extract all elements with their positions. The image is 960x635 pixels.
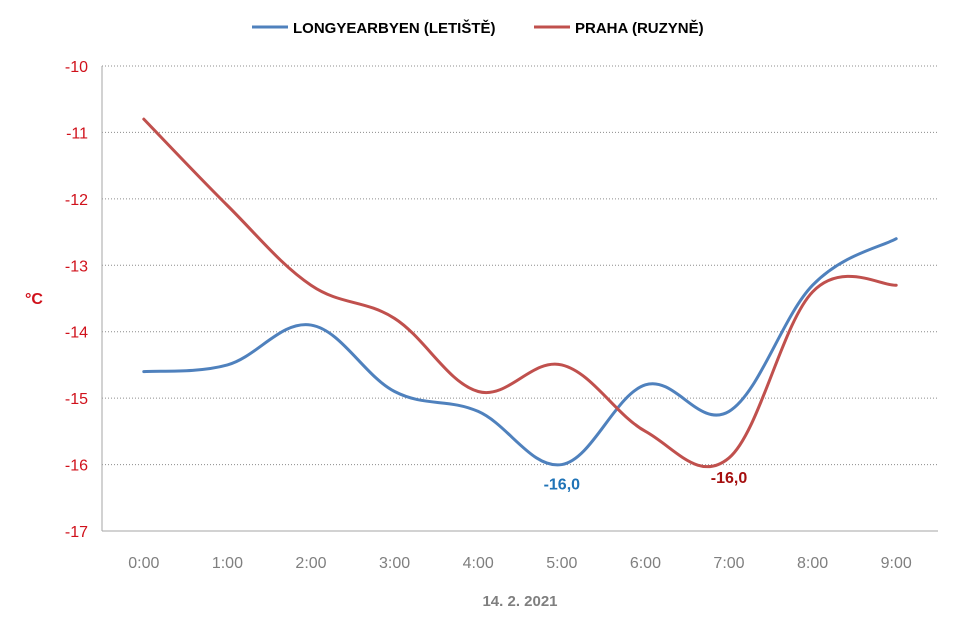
x-tick-label: 2:00: [295, 555, 326, 572]
y-tick-label: -17: [65, 524, 88, 541]
y-tick-label: -16: [65, 458, 88, 475]
legend-label: PRAHA (RUZYNĚ): [575, 19, 704, 37]
x-tick-label: 4:00: [463, 555, 494, 572]
legend: LONGYEARBYEN (LETIŠTĚ) PRAHA (RUZYNĚ): [252, 19, 704, 37]
y-axis-label: °C: [25, 291, 43, 308]
x-tick-label: 0:00: [128, 555, 159, 572]
tick-labels: -10 -11 -12 -13 -14 -15 -16 -17 0:00 1:00 2:00 3:00…: [65, 59, 912, 572]
grid-lines: [102, 65, 938, 466]
series-lines: [142, 117, 898, 469]
x-tick-label: 6:00: [630, 555, 661, 572]
y-tick-label: -11: [66, 125, 88, 142]
series-line-1: [142, 237, 898, 467]
data-label: -16,0: [544, 477, 581, 494]
y-tick-label: -15: [65, 391, 88, 408]
x-tick-label: 8:00: [797, 555, 828, 572]
x-tick-label: 5:00: [546, 555, 577, 572]
x-axis-label: 14. 2. 2021: [482, 593, 557, 610]
x-tick-label: 9:00: [881, 555, 912, 572]
y-tick-label: -12: [65, 192, 88, 209]
y-tick-label: -10: [65, 59, 88, 76]
legend-label: LONGYEARBYEN (LETIŠTĚ): [293, 19, 496, 37]
x-tick-label: 3:00: [379, 555, 410, 572]
axes: [101, 66, 938, 532]
data-label: -16,0: [711, 470, 748, 487]
x-tick-label: 1:00: [212, 555, 243, 572]
y-tick-label: -13: [65, 258, 88, 275]
series-line-2: [142, 117, 898, 469]
y-tick-label: -14: [65, 325, 88, 342]
x-tick-label: 7:00: [713, 555, 744, 572]
